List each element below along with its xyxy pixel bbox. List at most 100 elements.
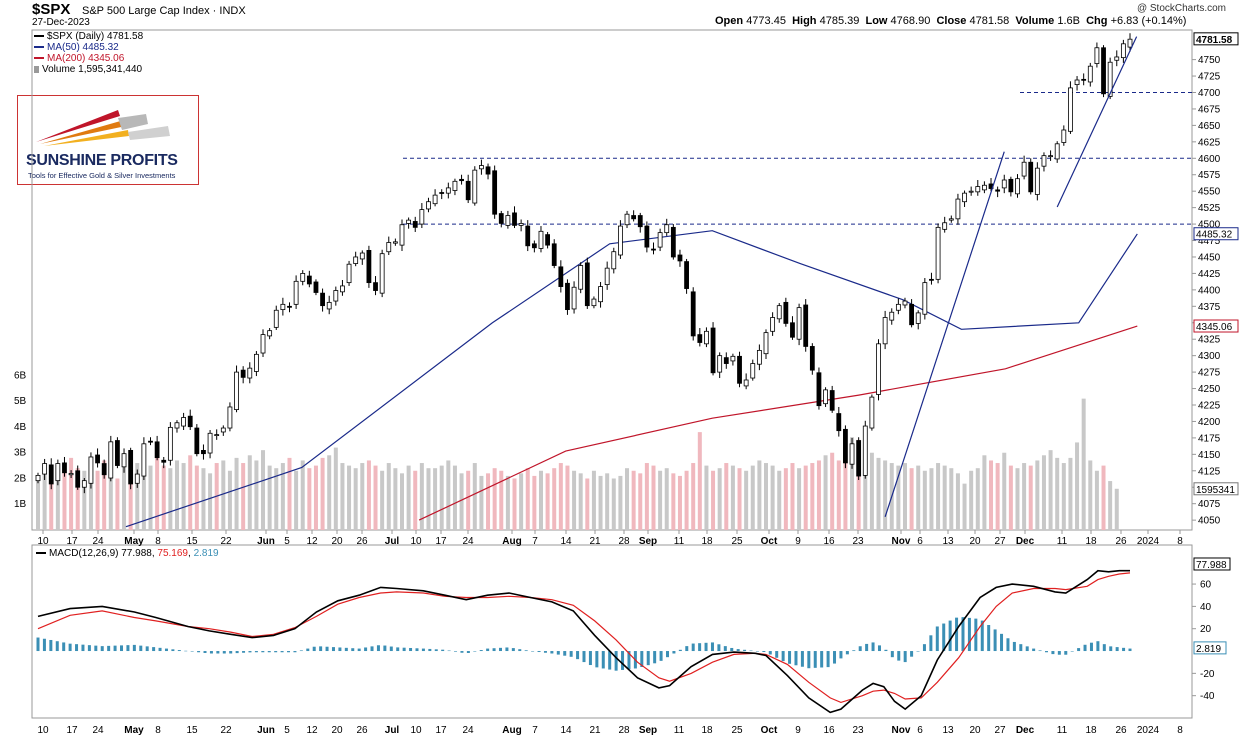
candle-body [68,473,74,476]
volume-bar [261,450,266,530]
candle-body [816,372,822,407]
volume-bar [545,473,550,530]
macd-histogram-bar [428,648,432,652]
macd-histogram-bar [595,651,599,668]
volume-bar [605,473,610,530]
candle-body [909,303,914,326]
x-axis-tick-label: 18 [1085,536,1097,547]
volume-bar [168,468,173,530]
legend-swatch-macd [36,552,46,555]
candle-body [598,286,603,303]
volume-bar [638,473,643,530]
volume-bar [340,463,345,530]
macd-histogram-bar [852,650,856,652]
volume-bar [1088,460,1093,530]
volume-bar [247,455,252,530]
macd-histogram-bar [788,651,792,664]
macd-histogram-bar [87,645,91,652]
macd-histogram-bar [903,651,907,663]
legend-macd: MACD(12,26,9) 77.988, 75.169, 2.819 [36,548,219,559]
macd-histogram-bar [479,650,483,652]
macd-histogram-bar [1070,651,1074,652]
macd-histogram-bar [1089,642,1093,652]
price-panel-frame [31,29,1193,531]
volume-bar [221,460,226,530]
candle-body [856,440,862,477]
volume-y-tick-label: 6B [14,370,27,381]
x-axis-tick-label: 21 [589,725,601,736]
macd-histogram-bar [659,651,663,661]
macd-histogram-bar [197,651,201,653]
x-axis-tick-label: 11 [674,725,685,736]
candle-body [1120,43,1126,59]
macd-histogram-bar [621,651,625,670]
volume-bar [433,468,438,530]
price-y-tick-label: 4175 [1198,433,1221,444]
candle-body [1107,61,1113,97]
volume-bar [446,460,451,530]
candle-body [293,280,299,305]
volume-bar [287,457,292,530]
macd-histogram-bar [389,646,393,652]
candle-body [240,369,246,378]
candle-body [836,413,842,432]
macd-histogram-bar [473,651,477,652]
x-axis-tick-label: 14 [560,536,572,547]
candle-body [1087,65,1093,83]
macd-histogram-bar [672,651,676,654]
candle-body [300,273,306,282]
x-axis-tick-label: 14 [560,725,572,736]
volume-bar [902,463,907,530]
candle-body [776,305,782,320]
candle-body [81,480,87,488]
macd-y-tick-label: 20 [1200,624,1212,635]
volume-bar [353,468,358,530]
macd-histogram-bar [1083,644,1087,652]
candle-body [267,330,273,337]
candle-body [717,355,723,373]
legend-swatch-ma200 [34,57,44,60]
volume-bar [1108,481,1113,530]
candle-body [982,184,987,191]
macd-histogram-bar [376,645,380,652]
candle-body [1015,178,1020,195]
macd-histogram-bar [743,649,747,652]
macd-histogram-bar [254,651,258,653]
volume-bar [294,470,299,530]
volume-bar [49,470,54,530]
volume-bar [188,455,193,530]
candle-body [922,282,928,315]
price-y-tick-label: 4450 [1198,252,1221,263]
macd-histogram-bar [543,651,547,653]
macd-histogram-bar [68,643,72,652]
macd-histogram-bar [383,645,387,652]
candle-body [35,474,41,482]
macd-histogram-bar [588,651,592,666]
macd-histogram-bar [306,648,310,652]
volume-bar [591,470,596,530]
candle-body [134,473,140,484]
macd-histogram-bar [974,618,978,652]
candle-body [796,307,802,340]
candle-body [829,390,835,411]
volume-bar [459,473,464,530]
macd-histogram-bar [293,651,297,653]
candle-body [187,415,193,428]
price-y-tick-label: 4650 [1198,121,1221,132]
legend-price: $SPX (Daily) 4781.58 [34,31,143,42]
candle-body [1127,38,1133,48]
chart-instrument-name: S&P 500 Large Cap Index · INDX [82,5,246,17]
candle-body [770,317,776,332]
macd-histogram-bar [357,648,361,652]
volume-bar [512,478,517,530]
candle-body [1074,79,1080,86]
volume-bar [393,468,398,530]
candle-body [207,432,213,454]
candle-body [1034,167,1040,195]
candle-body [55,463,61,482]
macd-histogram-bar [447,650,451,652]
x-axis-tick-label: 23 [852,536,864,547]
macd-histogram-bar [229,651,233,654]
macd-histogram-bar [505,647,509,652]
volume-bar [750,465,755,530]
